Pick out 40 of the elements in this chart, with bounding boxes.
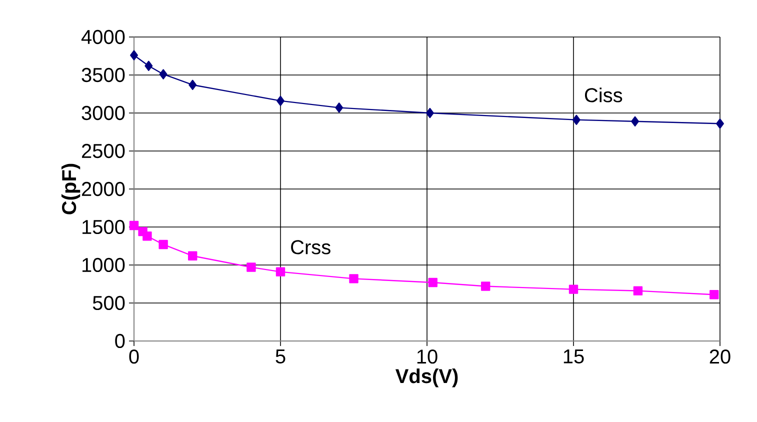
x-tick-label: 10 (417, 350, 438, 364)
y-tick-label: 0 (115, 334, 125, 348)
point (188, 251, 198, 260)
series-label: Crss (291, 240, 330, 254)
point (246, 262, 256, 272)
x-tick-label: 15 (564, 350, 584, 364)
point (631, 116, 640, 126)
point (276, 267, 286, 276)
x-axis-title: Vds(V) (395, 368, 458, 388)
point (426, 108, 434, 118)
point (481, 282, 490, 291)
point (130, 50, 138, 60)
y-tick-label: 4000 (81, 30, 125, 44)
y-tick-label: 1000 (82, 258, 125, 272)
point (349, 274, 358, 284)
point (716, 118, 724, 129)
x-tick-label: 20 (710, 350, 730, 364)
point (633, 286, 643, 296)
y-tick-label: 1500 (82, 220, 125, 234)
point (428, 278, 438, 288)
point (144, 60, 153, 71)
point (142, 232, 152, 241)
point (129, 220, 139, 230)
x-tick-label: 0 (129, 350, 139, 364)
y-tick-label: 500 (92, 296, 125, 310)
point (188, 80, 197, 90)
y-axis-title: C(pF) (61, 164, 80, 214)
x-tick-label: 5 (276, 350, 286, 364)
y-tick-label: 3500 (82, 68, 125, 82)
series-label: Ciss (584, 88, 622, 102)
y-tick-label: 3000 (82, 106, 125, 120)
y-tick-label: 2000 (82, 182, 125, 196)
point (572, 114, 580, 125)
y-tick-label: 2500 (82, 144, 125, 158)
point (276, 96, 284, 106)
point (568, 284, 578, 294)
point (335, 102, 344, 113)
point (710, 290, 719, 300)
point (159, 69, 168, 80)
point (158, 240, 168, 250)
